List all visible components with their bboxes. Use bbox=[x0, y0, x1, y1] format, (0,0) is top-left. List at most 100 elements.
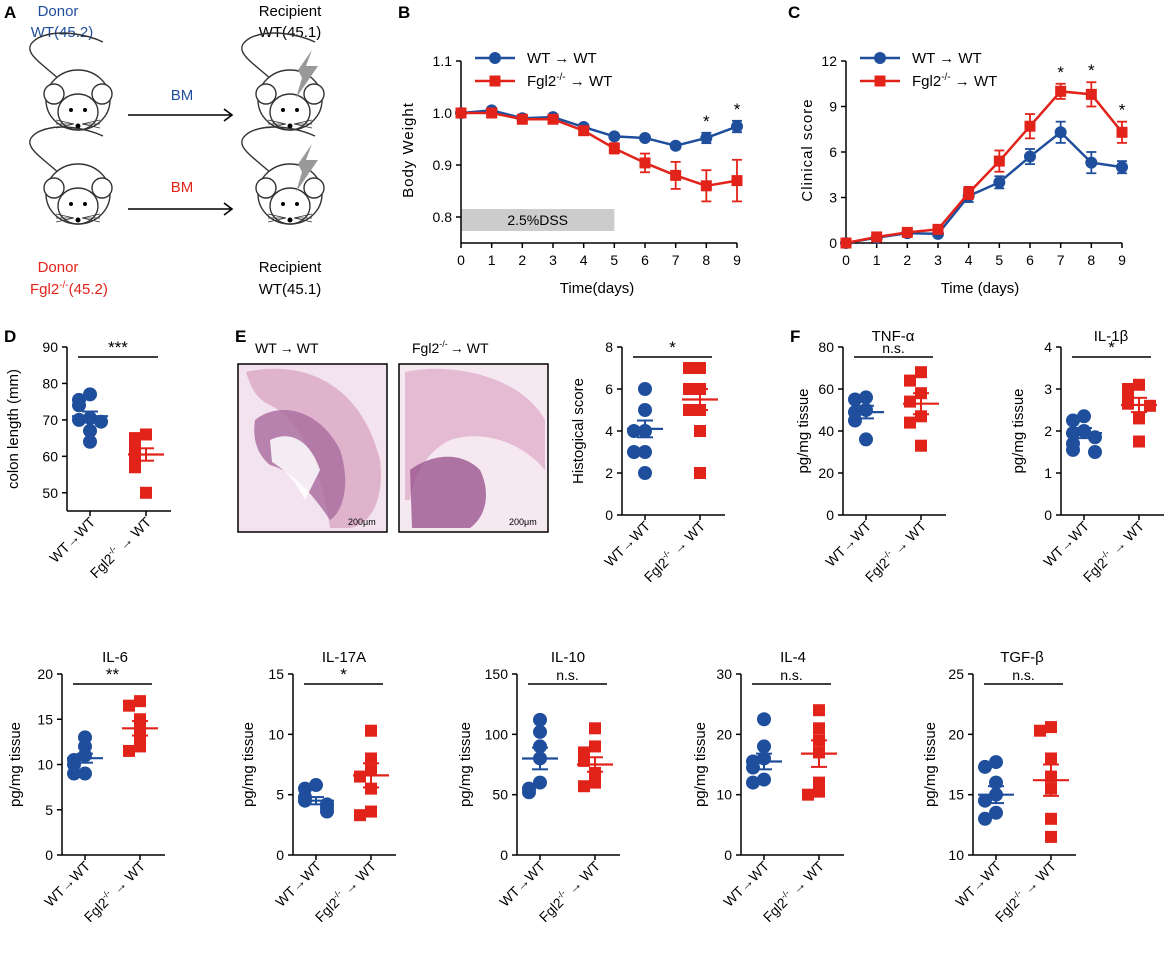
data-point bbox=[1045, 830, 1057, 843]
x-tick-label: 1 bbox=[873, 252, 881, 268]
y-tick-label: 10 bbox=[948, 847, 964, 863]
data-point bbox=[589, 740, 601, 753]
y-tick-label: 15 bbox=[948, 787, 964, 803]
data-point bbox=[627, 445, 641, 459]
data-point bbox=[78, 766, 92, 781]
significance-star: * bbox=[1088, 61, 1095, 80]
y-tick-label: 2 bbox=[605, 465, 613, 481]
y-tick-label: 20 bbox=[716, 726, 732, 742]
y-tick-label: 20 bbox=[37, 666, 53, 682]
data-point bbox=[1085, 88, 1097, 100]
y-tick-label: 10 bbox=[716, 787, 732, 803]
y-tick-label: 6 bbox=[605, 381, 613, 397]
y-tick-label: 0 bbox=[45, 847, 53, 863]
histology-title-ko: Fgl2-/- → WT bbox=[412, 339, 489, 356]
group-wt bbox=[978, 755, 1014, 826]
chart-title: IL-1β bbox=[1094, 328, 1129, 345]
data-point bbox=[638, 403, 652, 417]
x-group-label-wt: WT→WT bbox=[46, 513, 98, 565]
mouse-nose bbox=[75, 123, 81, 129]
bm-arrow-top-head bbox=[223, 108, 234, 122]
data-point bbox=[1054, 126, 1067, 139]
x-tick-label: 5 bbox=[995, 252, 1003, 268]
y-tick-label: 5 bbox=[276, 787, 284, 803]
group-ko bbox=[1033, 721, 1069, 843]
mouse-nose bbox=[287, 217, 293, 223]
y-tick-label: 0 bbox=[605, 507, 613, 523]
data-point bbox=[848, 392, 862, 407]
data-point bbox=[848, 413, 862, 428]
data-point bbox=[840, 237, 852, 249]
x-tick-label: 9 bbox=[733, 252, 741, 268]
data-point bbox=[365, 724, 377, 737]
x-tick-label: 2 bbox=[518, 252, 526, 268]
data-point bbox=[1116, 126, 1128, 138]
data-point bbox=[547, 113, 559, 125]
data-point bbox=[638, 466, 652, 480]
data-point bbox=[589, 766, 601, 779]
data-point bbox=[757, 772, 771, 787]
x-group-label-wt: WT→WT bbox=[272, 857, 324, 909]
data-point bbox=[746, 775, 760, 790]
histology-image-ko: 200μm bbox=[398, 363, 549, 533]
mouse-whisker bbox=[293, 119, 313, 125]
data-point bbox=[683, 383, 695, 395]
y-axis-title: pg/mg tissue bbox=[795, 388, 812, 473]
data-point bbox=[978, 759, 992, 774]
x-tick-label: 5 bbox=[610, 252, 618, 268]
group-wt bbox=[627, 382, 663, 480]
data-point bbox=[638, 382, 652, 396]
data-point bbox=[901, 226, 913, 238]
data-point bbox=[904, 416, 916, 429]
mouse-icons bbox=[29, 32, 325, 225]
data-point bbox=[993, 176, 1006, 189]
mouse-eye-right bbox=[295, 202, 299, 206]
y-axis-title: Body Weight bbox=[400, 102, 417, 198]
bm-arrow-bottom-head bbox=[223, 202, 234, 216]
bm-bottom-label: BM bbox=[171, 179, 194, 196]
significance-star: * bbox=[734, 100, 741, 119]
significance-star: * bbox=[1119, 101, 1126, 120]
y-tick-label: 4 bbox=[605, 423, 613, 439]
data-point bbox=[354, 809, 366, 822]
data-point bbox=[859, 390, 873, 405]
data-point bbox=[694, 425, 706, 437]
mouse-whisker bbox=[267, 217, 287, 223]
y-tick-label: 12 bbox=[821, 53, 837, 69]
data-point bbox=[134, 740, 146, 753]
x-tick-label: 7 bbox=[672, 252, 680, 268]
data-point bbox=[694, 467, 706, 479]
y-tick-label: 0 bbox=[500, 847, 508, 863]
data-point bbox=[757, 712, 771, 727]
y-tick-label: 3 bbox=[829, 190, 837, 206]
mouse-whisker bbox=[81, 123, 101, 129]
data-point bbox=[859, 432, 873, 447]
y-tick-label: 1 bbox=[1044, 465, 1052, 481]
group-ko bbox=[353, 724, 389, 822]
data-point bbox=[83, 387, 97, 402]
data-point bbox=[1045, 752, 1057, 765]
mouse-eye-left bbox=[281, 108, 285, 112]
mouse-icon bbox=[29, 126, 113, 225]
histology-panel: WT → WT Fgl2-/- → WT 200μm 200μm bbox=[237, 339, 549, 533]
data-point bbox=[813, 785, 825, 798]
x-tick-label: 3 bbox=[934, 252, 942, 268]
y-tick-label: 70 bbox=[42, 412, 58, 428]
donor-bottom-genotype: Fgl2-/-(45.2) bbox=[30, 280, 108, 298]
chart-title: TNF-α bbox=[872, 328, 915, 345]
chart-title: IL-17A bbox=[322, 649, 366, 666]
series-ko bbox=[840, 81, 1128, 249]
data-point bbox=[683, 362, 695, 374]
legend-label: WT → WT bbox=[527, 50, 597, 67]
x-tick-label: 4 bbox=[580, 252, 588, 268]
x-tick-label: 6 bbox=[1026, 252, 1034, 268]
histology-title-wt: WT → WT bbox=[255, 340, 319, 356]
mouse-whisker bbox=[55, 119, 75, 125]
mouse-ear-left bbox=[43, 83, 65, 105]
mouse-eye-left bbox=[281, 202, 285, 206]
panel-letter-a: A bbox=[4, 3, 16, 22]
data-point bbox=[963, 187, 975, 199]
